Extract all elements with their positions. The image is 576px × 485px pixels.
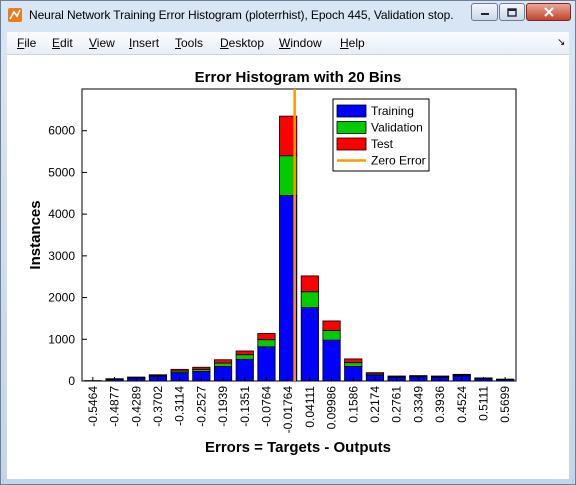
close-icon xyxy=(543,7,554,17)
bar-test xyxy=(300,275,319,293)
maximize-icon xyxy=(507,7,517,17)
menu-help[interactable]: Help xyxy=(340,36,365,50)
x-tick-label: -0.0764 xyxy=(259,386,273,427)
x-tick-label: 0.09986 xyxy=(325,386,339,430)
bar-test xyxy=(170,368,189,372)
x-tick-label: 0.2761 xyxy=(390,386,404,423)
x-tick-label: -0.4289 xyxy=(129,386,143,427)
y-tick-label: 2000 xyxy=(48,291,75,305)
bar-test xyxy=(192,366,211,370)
bar-validation xyxy=(322,330,341,341)
title-bar[interactable]: Neural Network Training Error Histogram … xyxy=(1,1,575,29)
error-histogram-chart: Error Histogram with 20 Bins Instances E… xyxy=(27,69,517,456)
menu-view[interactable]: View xyxy=(89,36,115,50)
x-tick-label: 0.4524 xyxy=(455,386,469,423)
legend-label-training: Training xyxy=(371,104,414,118)
x-tick-label: 0.2174 xyxy=(368,386,382,423)
x-tick-label: -0.5464 xyxy=(86,386,100,427)
bar-validation xyxy=(213,362,233,367)
bar-validation xyxy=(257,339,276,348)
bar-test xyxy=(213,359,233,364)
menu-window[interactable]: Window xyxy=(279,36,322,50)
y-axis-label: Instances xyxy=(27,200,44,269)
x-tick-label: 0.1586 xyxy=(346,386,360,423)
bar-test xyxy=(452,373,471,376)
legend-swatch-training xyxy=(336,104,367,118)
x-tick-label: 0.3349 xyxy=(411,386,425,423)
x-tick-label: 0.5699 xyxy=(498,386,512,423)
plot-area xyxy=(81,88,517,382)
bar-training xyxy=(300,307,319,382)
x-tick-label: -0.1939 xyxy=(216,386,230,427)
y-tick-label: 0 xyxy=(68,374,75,388)
x-tick-label: 0.04111 xyxy=(303,386,317,428)
y-tick-label: 3000 xyxy=(48,249,75,263)
bar-test xyxy=(365,372,385,375)
bar-validation xyxy=(235,354,254,360)
maximize-button[interactable] xyxy=(499,3,525,21)
bar-validation xyxy=(344,362,363,367)
bar-test xyxy=(235,350,254,356)
close-button[interactable] xyxy=(526,3,571,21)
legend-swatch-test xyxy=(336,137,367,151)
menu-desktop[interactable]: Desktop xyxy=(220,36,265,50)
legend-label-zero-error: Zero Error xyxy=(371,154,426,168)
x-tick-label: -0.3114 xyxy=(173,386,187,426)
menu-insert[interactable]: Insert xyxy=(129,36,160,50)
menu-bar: File Edit View Insert Tools Desktop Wind… xyxy=(7,32,569,55)
menu-edit[interactable]: Edit xyxy=(52,36,73,50)
chart-title: Error Histogram with 20 Bins xyxy=(195,69,402,86)
bar-test xyxy=(148,374,168,376)
dock-arrow-icon[interactable]: ↘ xyxy=(557,37,566,48)
minimize-icon xyxy=(480,13,489,15)
bar-test xyxy=(257,333,276,341)
window-title: Neural Network Training Error Histogram … xyxy=(29,8,454,22)
legend-label-validation: Validation xyxy=(371,121,423,135)
matlab-icon xyxy=(8,8,22,22)
legend-label-test: Test xyxy=(371,137,394,151)
x-tick-label: -0.3702 xyxy=(151,386,165,427)
bar-test xyxy=(430,375,450,378)
y-tick-label: 1000 xyxy=(48,332,75,346)
bar-test xyxy=(387,375,406,378)
bar-test xyxy=(322,320,341,331)
y-tick-label: 5000 xyxy=(48,165,75,179)
legend-swatch-validation xyxy=(336,121,367,134)
x-tick-label: -0.01764 xyxy=(281,386,295,434)
y-tick-label: 6000 xyxy=(48,124,75,138)
menu-file[interactable]: File xyxy=(17,36,37,50)
y-tick-label: 4000 xyxy=(48,207,75,221)
x-tick-label: 0.3936 xyxy=(433,386,447,423)
bar-training xyxy=(257,346,276,382)
figure-canvas: Error Histogram with 20 Bins Instances E… xyxy=(7,55,569,479)
x-tick-label: -0.1351 xyxy=(238,386,252,427)
minimize-button[interactable] xyxy=(471,3,498,21)
menu-tools[interactable]: Tools xyxy=(175,36,204,50)
x-tick-label: -0.2527 xyxy=(194,386,208,427)
bar-training xyxy=(322,339,341,382)
x-tick-label: -0.4877 xyxy=(108,386,122,427)
bar-test xyxy=(279,115,298,157)
x-tick-label: 0.5111 xyxy=(476,386,490,421)
bar-validation xyxy=(300,291,319,308)
x-axis-label: Errors = Targets - Outputs xyxy=(205,439,391,456)
bar-test xyxy=(409,375,428,377)
bar-test xyxy=(344,358,363,364)
